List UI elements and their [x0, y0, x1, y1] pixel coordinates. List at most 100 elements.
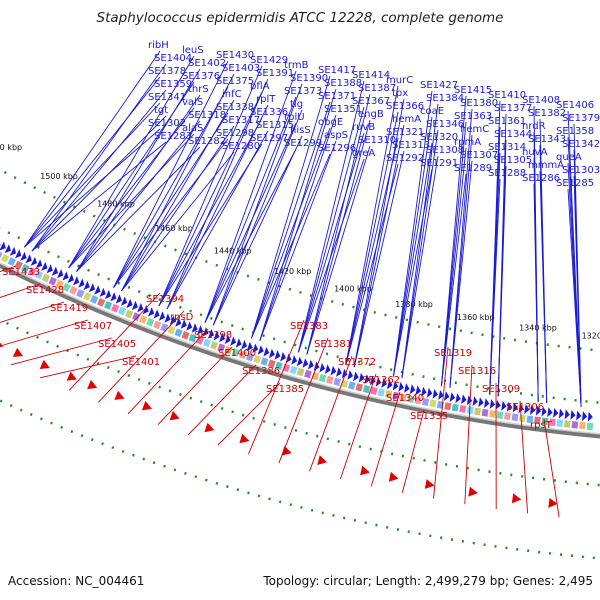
- accession-value: NC_004461: [75, 574, 145, 588]
- cog-color-block: [519, 414, 526, 423]
- reverse-gene-label: SE1401: [122, 357, 160, 368]
- cog-color-block: [238, 350, 247, 359]
- reverse-gene-label: SE1433: [2, 267, 40, 278]
- reverse-gene-leader: [370, 391, 401, 487]
- forward-gene-leader: [166, 78, 269, 309]
- forward-gene-leader: [345, 85, 399, 366]
- forward-gene-label: SE1282: [188, 136, 226, 147]
- forward-strand-arrow: [587, 411, 593, 422]
- forward-gene-label: SE1382: [528, 108, 566, 119]
- reverse-gene-leader: [10, 337, 113, 366]
- cog-color-block: [260, 357, 269, 366]
- cog-color-block: [160, 323, 169, 332]
- forward-gene-label: SE1351: [324, 104, 362, 115]
- forward-strand-arrow: [518, 403, 524, 414]
- forward-strand-arrow: [241, 340, 248, 350]
- forward-gene-label: aspS: [324, 130, 348, 141]
- forward-gene-label: SE1321: [386, 127, 424, 138]
- cog-color-block: [474, 407, 482, 416]
- forward-gene-leader: [31, 63, 167, 252]
- forward-strand-arrow: [72, 276, 80, 286]
- forward-gene-label: SE1310: [358, 135, 396, 146]
- forward-strand-arrow: [449, 392, 456, 402]
- cog-color-block: [267, 359, 276, 368]
- forward-gene-leader: [23, 76, 161, 248]
- forward-gene-leader: [353, 124, 405, 368]
- forward-gene-label: SE1384: [426, 93, 464, 104]
- reverse-strand-arrow: [424, 479, 435, 489]
- cog-color-block: [217, 343, 226, 352]
- forward-gene-label: SE1317: [222, 115, 260, 126]
- reverse-gene-label: SE1405: [98, 339, 136, 350]
- cog-color-block: [111, 303, 120, 313]
- forward-gene-label: SE1417: [318, 65, 356, 76]
- forward-gene-leader: [204, 148, 297, 323]
- cog-color-block: [132, 312, 141, 321]
- forward-gene-leader: [440, 173, 467, 387]
- reverse-gene-label: SE1400: [218, 348, 256, 359]
- forward-gene-label: SE1376: [182, 71, 220, 82]
- forward-strand-arrow: [62, 271, 69, 281]
- forward-strand-arrow: [35, 259, 43, 269]
- cog-color-block: [459, 405, 467, 413]
- forward-strand-arrow: [381, 378, 387, 388]
- forward-gene-leader: [353, 98, 405, 368]
- reverse-gene-leader: [0, 283, 41, 298]
- cog-color-block: [28, 267, 37, 276]
- forward-gene-label: obgE: [318, 117, 343, 128]
- reverse-gene-leader: [309, 355, 353, 472]
- forward-strand-arrow: [4, 244, 11, 254]
- forward-strand-arrow: [375, 376, 382, 387]
- forward-strand-arrow: [507, 401, 513, 412]
- forward-gene-label: SE1286: [522, 173, 560, 184]
- forward-strand-arrow: [415, 385, 421, 396]
- forward-strand-arrow: [358, 372, 365, 383]
- cog-color-block: [296, 367, 305, 377]
- forward-gene-leader: [76, 94, 201, 272]
- forward-strand-arrow: [148, 307, 155, 317]
- forward-gene-label: queA: [556, 152, 582, 163]
- cog-color-block: [55, 279, 64, 289]
- reverse-gene-label: SE1306: [506, 402, 544, 413]
- forward-gene-leader: [345, 137, 399, 366]
- forward-strand-arrow: [324, 364, 331, 374]
- forward-gene-label: SE1320: [420, 132, 458, 143]
- forward-strand-arrow: [0, 243, 1, 246]
- reverse-strand-arrow: [39, 359, 50, 369]
- forward-gene-leader: [251, 101, 331, 339]
- forward-gene-label: SE1366: [386, 101, 424, 112]
- cog-color-block: [556, 419, 564, 427]
- reverse-gene-label: SE1319: [434, 348, 472, 359]
- forward-strand-arrow: [353, 371, 359, 382]
- forward-gene-label: SE1344: [494, 129, 532, 140]
- reverse-gene-leader: [519, 400, 529, 514]
- forward-gene-leader: [212, 135, 303, 326]
- genes-label: Genes:: [512, 574, 555, 588]
- forward-gene-label: coaE: [420, 106, 444, 117]
- forward-strand-arrow: [426, 387, 433, 398]
- forward-gene-leader: [68, 107, 195, 269]
- cog-color-block: [355, 383, 363, 392]
- cog-color-block: [181, 331, 190, 340]
- forward-strand-arrow: [9, 246, 17, 256]
- kbp-tick-label: 1340 kbp: [519, 324, 557, 333]
- cog-color-block: [48, 276, 57, 286]
- forward-strand-arrow: [224, 334, 231, 345]
- forward-gene-label: valS: [182, 97, 203, 108]
- forward-gene-leader: [121, 151, 235, 292]
- forward-gene-leader: [31, 141, 167, 252]
- forward-gene-leader: [31, 115, 167, 252]
- forward-gene-leader: [297, 158, 365, 353]
- forward-gene-leader: [567, 188, 582, 407]
- forward-strand-arrow: [180, 319, 187, 329]
- forward-strand-arrow: [541, 406, 547, 417]
- forward-gene-label: infC: [222, 89, 242, 100]
- forward-gene-label: SE1314: [488, 142, 526, 153]
- reverse-strand-arrow: [12, 347, 23, 357]
- forward-gene-label: SE1380: [460, 98, 498, 109]
- forward-strand-arrow: [46, 264, 53, 274]
- forward-gene-leader: [345, 111, 399, 366]
- forward-strand-arrow: [219, 332, 226, 343]
- forward-gene-leader: [251, 153, 331, 339]
- cog-color-block: [407, 394, 415, 403]
